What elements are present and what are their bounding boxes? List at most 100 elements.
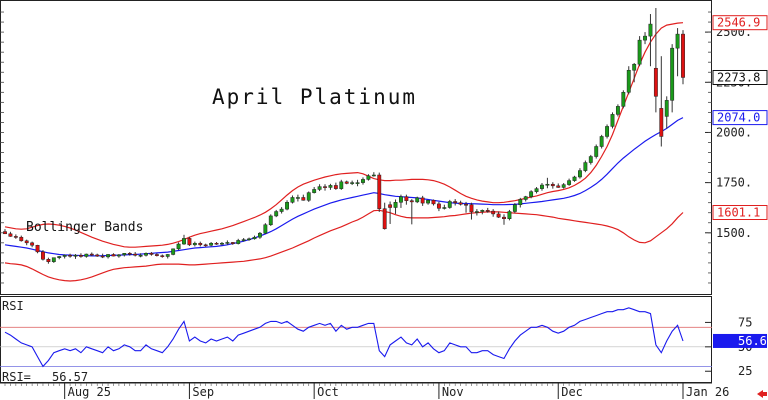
candle-body — [371, 174, 376, 177]
candle-body — [399, 196, 403, 203]
date-tick-label: Jan 26 — [686, 385, 729, 399]
candle-body — [670, 47, 675, 101]
candle — [274, 209, 279, 218]
candle-body — [350, 182, 355, 184]
candle — [512, 203, 517, 214]
candle — [30, 241, 35, 248]
candle — [621, 90, 626, 109]
candle — [588, 154, 593, 165]
candle-body — [594, 146, 599, 157]
lower-band-line — [4, 209, 684, 282]
candle-body — [84, 253, 89, 257]
candle — [79, 253, 83, 258]
rsi-tick-label: 75 — [738, 315, 752, 329]
scroll-arrow-icon[interactable] — [757, 390, 767, 398]
candle-body — [474, 211, 479, 213]
date-tick-label: Sep — [192, 385, 214, 399]
candle-body — [192, 242, 197, 246]
candle-body — [458, 202, 463, 205]
candle-body — [41, 251, 45, 260]
candle-body — [621, 92, 626, 107]
chart-title: April Platinum — [212, 85, 417, 109]
candle-body — [409, 200, 414, 203]
candle — [496, 211, 501, 218]
candle-body — [13, 236, 18, 238]
candle — [507, 209, 512, 221]
candle-body — [89, 253, 94, 256]
candle-body — [344, 181, 349, 184]
candle — [285, 200, 289, 211]
value-tags: 2546.9 2273.8 2074.0 1601.1 — [712, 15, 768, 221]
rsi-tag-label: 56.6 — [738, 334, 767, 348]
candle-body — [339, 181, 344, 189]
candle-body — [236, 240, 241, 244]
candle — [165, 254, 170, 259]
candle-body — [333, 185, 338, 189]
last-price-tag-label: 2273.8 — [717, 70, 760, 84]
candle — [116, 254, 121, 258]
candle-body — [106, 254, 110, 258]
candle-body — [95, 254, 100, 257]
candle-body — [8, 233, 13, 237]
candle — [176, 242, 181, 251]
candle-body — [149, 253, 154, 255]
candle-body — [512, 204, 517, 212]
candle — [361, 177, 365, 185]
candle-body — [534, 188, 539, 192]
date-tick-label: Dec — [561, 385, 583, 399]
candle-body — [355, 182, 360, 184]
candle-body — [290, 197, 295, 203]
middle-band-tag-box — [712, 110, 768, 126]
candle-body — [540, 184, 544, 189]
price-tick-label: 2000. — [716, 125, 752, 139]
candle — [328, 183, 333, 190]
candle — [388, 201, 393, 224]
candle-body — [138, 255, 143, 257]
candle-body — [154, 254, 159, 256]
candle-body — [420, 197, 425, 204]
candle-body — [241, 239, 246, 241]
candle — [263, 223, 268, 234]
candle — [350, 180, 355, 186]
candle-body — [79, 255, 83, 257]
lower-band-tag-box — [712, 205, 768, 221]
candle — [339, 179, 344, 190]
candle — [567, 178, 572, 186]
candle — [111, 253, 116, 257]
candle — [51, 257, 56, 263]
candle — [583, 160, 588, 173]
candle — [393, 199, 398, 214]
candle — [220, 242, 224, 246]
middle-band-tag: 2074.0 — [712, 110, 768, 126]
candle-body — [588, 156, 593, 163]
candle-body — [198, 242, 203, 246]
candle-body — [464, 204, 468, 206]
candle-body — [323, 186, 327, 188]
candle-body — [605, 126, 609, 137]
candle-body — [436, 203, 441, 209]
candle — [57, 256, 62, 260]
candle — [491, 209, 496, 217]
candle — [447, 199, 452, 209]
candle-body — [257, 232, 262, 238]
candle-body — [35, 244, 40, 253]
candle — [545, 177, 550, 189]
candle-body — [648, 23, 653, 37]
candle-body — [578, 170, 582, 178]
candle — [404, 194, 409, 205]
candle — [610, 112, 615, 129]
candle — [426, 199, 431, 205]
candle — [252, 235, 257, 240]
candle-body — [681, 33, 685, 78]
candle — [89, 252, 94, 257]
candle-body — [567, 180, 572, 185]
candle-body — [675, 33, 680, 49]
date-tick-label: Oct — [317, 385, 339, 399]
candle — [670, 44, 675, 113]
candle — [681, 30, 685, 85]
upper-band-line — [4, 22, 684, 248]
upper-band-tag-box — [712, 15, 768, 31]
candle — [95, 253, 100, 257]
middle-band-line — [4, 117, 684, 257]
candle-body — [393, 202, 398, 208]
